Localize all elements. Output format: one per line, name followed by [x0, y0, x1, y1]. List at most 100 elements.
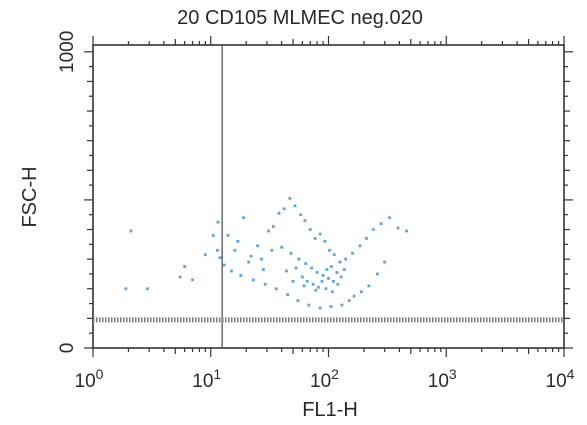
data-point	[308, 228, 312, 231]
data-point	[305, 279, 309, 283]
data-point	[310, 266, 314, 270]
data-point	[396, 226, 400, 230]
data-point	[342, 268, 346, 271]
data-point	[280, 245, 284, 249]
data-point	[300, 275, 304, 279]
data-point	[302, 284, 306, 288]
data-point	[216, 248, 219, 252]
data-point	[216, 220, 220, 224]
data-point	[286, 293, 290, 297]
data-point	[365, 237, 368, 240]
data-point	[274, 287, 278, 291]
data-point	[293, 204, 297, 208]
data-point	[277, 211, 281, 215]
data-point	[203, 253, 207, 257]
data-point	[358, 244, 362, 248]
data-point	[297, 257, 301, 261]
data-point	[291, 279, 295, 283]
data-point	[344, 257, 348, 261]
data-point	[233, 248, 237, 252]
data-point	[230, 269, 233, 273]
data-point	[371, 228, 375, 231]
data-point	[330, 265, 333, 268]
data-point	[289, 251, 293, 255]
data-point	[321, 274, 325, 277]
data-point	[222, 263, 226, 267]
axis-ticks	[84, 36, 573, 357]
data-point	[331, 279, 335, 283]
data-point	[325, 268, 329, 271]
data-point	[191, 278, 194, 282]
data-point	[129, 229, 133, 233]
data-point	[318, 306, 322, 310]
data-point	[379, 222, 383, 226]
data-point	[249, 254, 253, 258]
data-point	[251, 278, 255, 282]
data-point	[329, 305, 333, 308]
data-point	[359, 290, 363, 294]
y-tick-labels: 0 1000	[57, 31, 78, 354]
data-point	[226, 234, 230, 237]
data-point	[375, 272, 379, 276]
x-tick-label: 104	[546, 366, 575, 392]
data-point	[340, 303, 344, 307]
data-point	[405, 229, 408, 233]
data-point	[267, 229, 271, 233]
data-point	[211, 234, 215, 237]
data-point	[320, 279, 324, 283]
data-point	[388, 216, 391, 220]
data-point	[313, 237, 317, 240]
data-point	[262, 268, 265, 271]
data-point	[328, 248, 331, 252]
data-points	[124, 197, 408, 310]
data-point	[351, 251, 354, 255]
data-point	[236, 239, 240, 243]
data-point	[331, 290, 334, 294]
data-point	[323, 239, 327, 243]
y-axis-label: FSC-H	[19, 166, 41, 227]
data-point	[367, 284, 371, 288]
data-point	[282, 207, 286, 211]
data-point	[315, 271, 319, 274]
x-tick-label: 100	[75, 366, 104, 392]
data-point	[352, 294, 356, 298]
data-point	[288, 197, 292, 200]
data-point	[242, 216, 245, 220]
data-point	[247, 260, 251, 264]
data-point	[285, 269, 288, 273]
data-point	[296, 299, 300, 303]
plot-frame	[92, 44, 565, 349]
data-point	[336, 282, 340, 286]
data-point	[324, 287, 328, 291]
data-point	[124, 287, 128, 291]
data-point	[303, 219, 307, 223]
data-point	[183, 265, 187, 268]
data-point	[311, 282, 315, 286]
data-point	[339, 275, 343, 279]
data-point	[347, 299, 351, 303]
x-tick-label: 103	[428, 366, 457, 392]
data-point	[260, 257, 263, 261]
x-tick-label: 101	[192, 366, 221, 392]
data-point	[178, 275, 182, 279]
x-tick-label: 102	[310, 366, 339, 392]
data-point	[383, 260, 387, 264]
data-point	[327, 276, 330, 280]
data-point	[263, 282, 267, 286]
data-point	[304, 262, 308, 265]
data-point	[256, 244, 260, 248]
data-point	[270, 248, 274, 252]
data-point	[335, 271, 339, 274]
data-point	[294, 266, 298, 270]
data-point	[146, 287, 149, 291]
data-point	[299, 213, 303, 217]
data-point	[338, 260, 342, 264]
data-point	[314, 288, 318, 292]
data-point	[318, 232, 322, 236]
quadrant-gate	[93, 45, 564, 348]
data-point	[218, 256, 222, 260]
data-point	[239, 274, 243, 277]
data-point	[316, 285, 320, 289]
y-tick-label: 1000	[57, 31, 78, 73]
